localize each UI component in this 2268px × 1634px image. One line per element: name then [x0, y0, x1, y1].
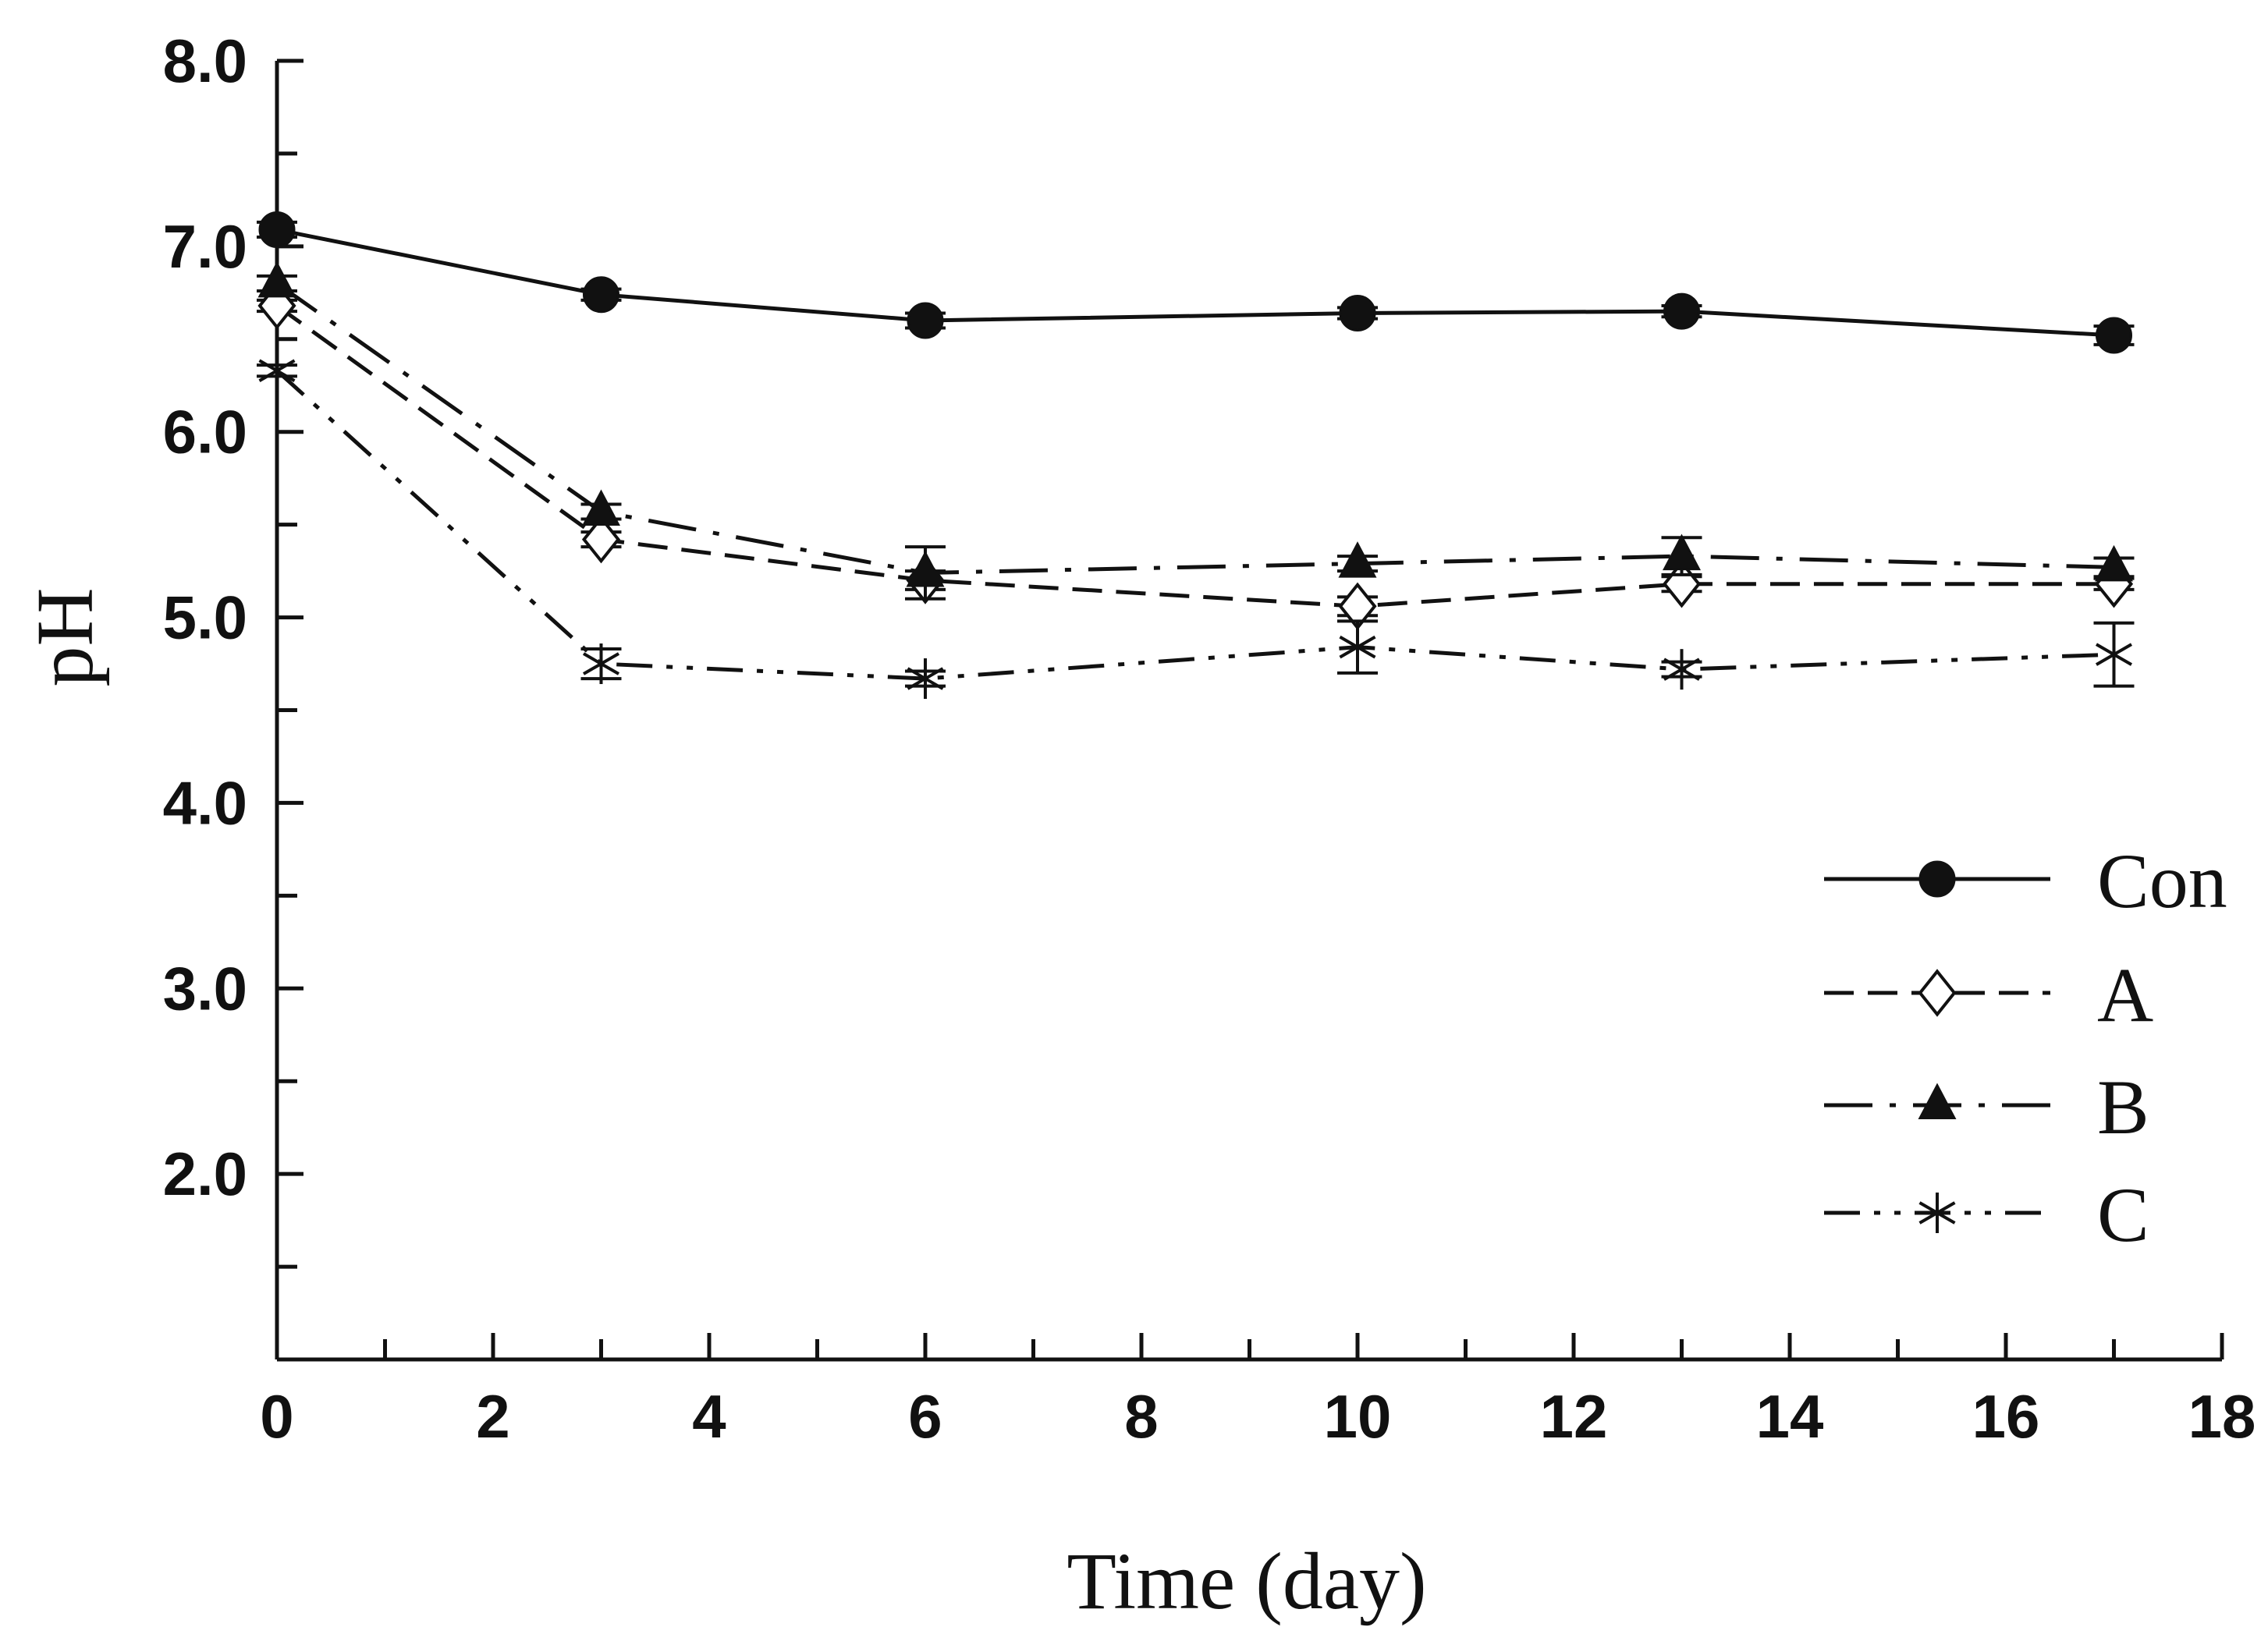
- b-data-point: [1663, 533, 1701, 571]
- x-tick-label: 8: [1124, 1382, 1158, 1451]
- y-tick-label: 2.0: [163, 1140, 247, 1208]
- b-data-point: [2095, 544, 2133, 582]
- a-data-point: [581, 515, 621, 564]
- star-stroke: [907, 667, 944, 690]
- x-tick-label: 0: [260, 1382, 293, 1451]
- legend-item-c: C: [1824, 1171, 2149, 1258]
- star-stroke: [1663, 657, 1701, 681]
- series-c-line: [275, 369, 2114, 681]
- series-layer: [257, 211, 2135, 700]
- x-tick-label: 4: [692, 1382, 726, 1451]
- b-data-point: [906, 550, 945, 587]
- b-data-point: [257, 261, 296, 298]
- y-tick-label: 5.0: [163, 583, 247, 652]
- y-tick-label: 6.0: [163, 398, 247, 466]
- x-tick-label: 10: [1324, 1382, 1392, 1451]
- star-stroke: [1918, 1201, 1956, 1225]
- star-stroke: [258, 359, 296, 382]
- c-data-point: [258, 350, 296, 392]
- series-con-line: [276, 227, 2114, 338]
- star-stroke: [1339, 635, 1376, 659]
- x-tick-label: 12: [1540, 1382, 1608, 1451]
- legend-a-data-point: [1918, 969, 1957, 1017]
- legend-item-con: Con: [1824, 838, 2227, 924]
- series-a-line: [275, 303, 2114, 608]
- b-data-point: [1338, 541, 1377, 578]
- legend-label: Con: [2097, 838, 2227, 924]
- x-axis-title: Time (day): [1067, 1537, 1426, 1626]
- y-tick-label: 3.0: [163, 954, 247, 1023]
- c-data-point: [1663, 649, 1701, 690]
- con-data-point: [1339, 294, 1376, 331]
- x-tick-label: 18: [2188, 1382, 2256, 1451]
- y-tick-label: 7.0: [163, 212, 247, 281]
- legend: Con ABC: [1824, 838, 2227, 1258]
- x-tick-label: 16: [1972, 1382, 2040, 1451]
- con-data-point: [1663, 292, 1700, 330]
- legend-b-data-point: [1918, 1083, 1957, 1119]
- legend-label: C: [2097, 1171, 2149, 1258]
- series-b-line: [275, 282, 2114, 575]
- con-data-point: [907, 302, 944, 339]
- b-data-point: [582, 489, 620, 526]
- legend-item-a: A: [1824, 952, 2153, 1038]
- c-data-point: [2095, 634, 2133, 675]
- legend-c-data-point: [1918, 1193, 1956, 1233]
- legend-con-data-point: [1918, 860, 1956, 898]
- legend-label: B: [2097, 1064, 2149, 1150]
- c-data-point: [582, 643, 620, 685]
- c-data-point: [1339, 626, 1376, 668]
- y-axis-title: pH: [20, 587, 110, 686]
- series-con: [257, 211, 2135, 354]
- axes: 2.0 3.0 4.0 5.0 6.0 7.0 8.0 0 2 4 6 8 10 12 14 16 18: [163, 27, 2256, 1451]
- y-tick-label: 8.0: [163, 27, 247, 95]
- legend-item-b: B: [1824, 1064, 2149, 1150]
- con-data-point: [258, 211, 296, 248]
- x-tick-label: 14: [1756, 1382, 1824, 1451]
- con-data-point: [2096, 317, 2132, 354]
- x-tick-label: 2: [476, 1382, 509, 1451]
- star-stroke: [582, 652, 620, 675]
- series-b: [257, 261, 2135, 601]
- con-data-point: [583, 276, 619, 314]
- x-tick-label: 6: [908, 1382, 942, 1451]
- series-c: [257, 350, 2135, 700]
- star-stroke: [2095, 643, 2133, 666]
- y-tick-label: 4.0: [163, 768, 247, 837]
- series-a: [257, 282, 2135, 631]
- c-data-point: [907, 658, 944, 700]
- legend-label: A: [2097, 952, 2153, 1038]
